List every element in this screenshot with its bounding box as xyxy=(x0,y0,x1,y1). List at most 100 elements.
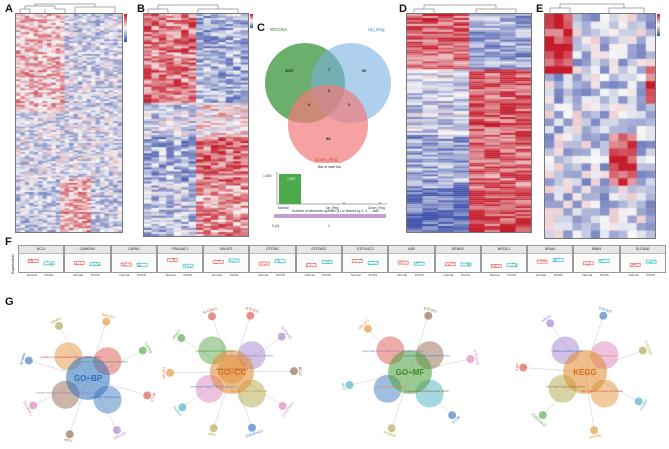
box-point xyxy=(587,263,589,265)
term-label: protein O-linked glycosylation via serin… xyxy=(82,360,128,364)
boxplot-panel: IL6R Normal PCOS xyxy=(388,245,435,277)
boxplot-title: RBM3 xyxy=(574,246,619,254)
box-normal xyxy=(27,259,39,263)
box-point xyxy=(309,264,311,266)
box-point xyxy=(260,265,262,267)
upset-footer-right: 1 xyxy=(328,224,330,228)
gene-label: GTF2H2 xyxy=(245,306,259,314)
gene-node xyxy=(143,391,152,400)
boxplot-panel: GTF2H2C2 Normal PCOS xyxy=(342,245,389,277)
boxplot-plot xyxy=(120,262,147,267)
box-point xyxy=(636,264,638,266)
box-point xyxy=(650,262,652,264)
boxplot-xlabel: Normal xyxy=(119,273,130,277)
heatmap-e-column-dendrogram xyxy=(549,3,645,13)
gene-label: GTF2H2C xyxy=(473,349,481,366)
boxplot-plot xyxy=(583,259,610,266)
boxplot-xlabel: Normal xyxy=(628,273,639,277)
upset-axis-normal: Normal xyxy=(278,206,289,210)
box-point xyxy=(31,261,33,263)
box-point xyxy=(215,262,217,264)
boxplot-xlabel: PCOS xyxy=(137,273,146,277)
box-point xyxy=(650,261,652,263)
box-point xyxy=(359,259,361,261)
boxplot-panel: GALNT1 Normal PCOS xyxy=(203,245,250,277)
heatmap-a-column-dendrogram xyxy=(19,3,116,13)
boxplot-xlabel: PCOS xyxy=(368,273,378,277)
box-point xyxy=(360,258,362,260)
box-point xyxy=(261,262,263,264)
box-point xyxy=(266,261,268,263)
gene-node xyxy=(246,311,255,320)
gene-node xyxy=(102,317,111,326)
box-point xyxy=(77,260,79,262)
gene-node xyxy=(65,430,74,439)
box-point xyxy=(555,260,557,262)
term-label: Mucin type O-glycan biosynthesis xyxy=(546,384,585,388)
boxplot-strip: BCL3 Normal PCOS CAMK2N1 Normal PCOS CAPN3 Norm… xyxy=(18,245,666,279)
box-point xyxy=(280,262,282,264)
box-point xyxy=(515,265,517,267)
boxplot-panel: SLC30A1 Normal PCOS xyxy=(619,245,666,277)
boxplot-xlabel: Normal xyxy=(304,273,315,277)
boxplot-plot xyxy=(537,257,564,264)
gene-label: IL6R xyxy=(515,363,520,371)
term-label: catalytic step 2 spliceosome xyxy=(216,367,249,371)
boxplot-title: GTF2H2 xyxy=(250,246,295,254)
term-label: Nucleotide excision repair xyxy=(587,354,617,358)
gene-label: MTMR4 xyxy=(19,352,27,365)
box-point xyxy=(467,265,469,267)
gene-node xyxy=(112,426,121,435)
box-point xyxy=(418,262,420,264)
venn-count-up-down: 3 xyxy=(348,102,351,107)
box-point xyxy=(554,261,556,263)
box-point xyxy=(369,263,371,265)
boxplot-plot xyxy=(351,258,379,266)
boxplot-title: MTMR4 xyxy=(435,246,480,254)
venn-diagram xyxy=(265,43,391,163)
box-point xyxy=(511,264,513,266)
box-point xyxy=(369,264,371,266)
box-point xyxy=(422,261,424,263)
network-1: GTF2H2GTF2H2CBCL3FRA10AC1GTF2H2C2IL6RCAP… xyxy=(162,306,302,438)
gene-label: CAPN3 xyxy=(172,405,182,417)
boxplot-xlabel: PCOS xyxy=(322,273,331,277)
box-normal xyxy=(74,261,85,265)
panel-label-c: C xyxy=(257,22,265,34)
venn-label-wgcna: WGCNA xyxy=(270,27,288,32)
box-point xyxy=(588,261,590,263)
box-point xyxy=(356,259,358,261)
gene-label: NR4A1 xyxy=(50,316,62,325)
box-point xyxy=(539,259,541,261)
center-node xyxy=(563,350,607,394)
box-point xyxy=(452,262,454,264)
gene-label: CAMK2N1 xyxy=(22,400,33,417)
boxplot-panel: GTF2H2C Normal PCOS xyxy=(295,245,342,277)
box-point xyxy=(279,259,281,261)
box-point xyxy=(631,265,633,267)
upset-caption: Number of elements: specific (1) or shar… xyxy=(292,209,379,213)
box-point xyxy=(372,261,374,263)
center-node xyxy=(388,350,432,394)
box-point xyxy=(137,262,139,264)
venn-count-up-only: 60 xyxy=(362,68,367,73)
heatmap-d xyxy=(406,13,532,233)
box-point xyxy=(98,264,100,266)
gene-label: GALNT1 xyxy=(101,312,115,320)
boxplot-xlabel: Normal xyxy=(26,273,37,277)
box-point xyxy=(219,259,221,261)
box-point xyxy=(230,260,232,262)
box-point xyxy=(235,259,237,261)
gene-label: BCL3 xyxy=(150,392,156,402)
gene-label: IL6R xyxy=(63,437,72,443)
heatmap-a-legend xyxy=(124,14,127,42)
box-point xyxy=(586,264,588,266)
box-point xyxy=(184,264,186,266)
box-normal xyxy=(120,262,132,267)
box-point xyxy=(540,261,542,263)
heatmap-e-legend xyxy=(657,14,660,36)
box-point xyxy=(219,260,221,262)
box-point xyxy=(544,260,546,262)
box-point xyxy=(326,262,328,264)
box-point xyxy=(541,259,543,261)
